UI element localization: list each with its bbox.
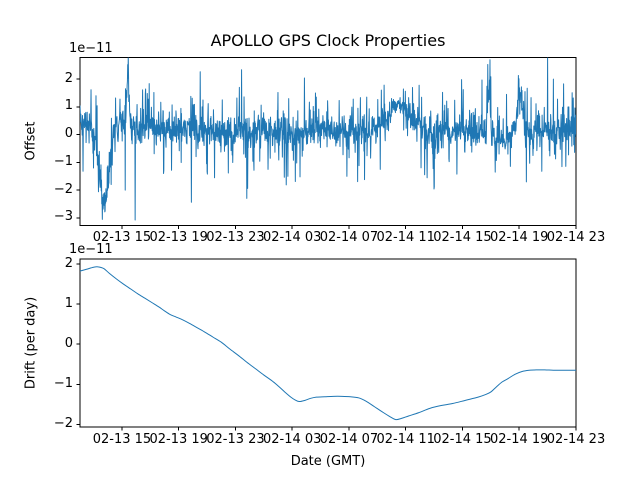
x-tick-label: 02-14 23 <box>546 230 606 246</box>
x-tick-label: 02-14 15 <box>433 230 492 246</box>
y-tick-label: 2 <box>64 70 73 86</box>
y-tick-label: 1 <box>64 98 73 114</box>
offset-series-line <box>80 57 576 221</box>
x-tick-label: 02-14 19 <box>490 230 549 246</box>
y-tick-label: −1 <box>53 375 73 391</box>
y-tick-label: 0 <box>64 335 73 351</box>
x-tick-label: 02-14 07 <box>319 230 379 246</box>
y-tick-label: 2 <box>64 255 73 271</box>
chart-title: APOLLO GPS Clock Properties <box>210 31 446 50</box>
axes-frame <box>79 258 577 428</box>
y-tick-label: −3 <box>53 209 73 225</box>
x-tick-label: 02-14 19 <box>490 431 549 447</box>
x-tick-label: 02-14 03 <box>263 230 322 246</box>
x-tick-label: 02-13 19 <box>149 431 208 447</box>
x-tick-label: 02-14 15 <box>433 431 492 447</box>
x-tick-label: 02-13 23 <box>206 431 265 447</box>
y-tick-label: −2 <box>53 415 73 431</box>
x-tick-label: 02-14 11 <box>376 230 435 246</box>
x-tick-label: 02-13 15 <box>92 431 152 447</box>
x-axis-label: Date (GMT) <box>290 454 366 469</box>
y-offset-exponent-top: 1e−11 <box>69 41 113 56</box>
axes-frame <box>79 57 577 227</box>
y-tick-label: −1 <box>53 153 73 169</box>
x-tick-label: 02-13 19 <box>149 230 208 246</box>
x-tick-label: 02-14 03 <box>263 431 322 447</box>
x-tick-label: 02-14 23 <box>546 431 606 447</box>
x-tick-label: 02-14 07 <box>319 431 379 447</box>
x-tick-label: 02-14 11 <box>376 431 435 447</box>
y-tick-label: −2 <box>53 181 73 197</box>
y-tick-label: 1 <box>64 295 73 311</box>
y-offset-exponent-bottom: 1e−11 <box>69 242 113 257</box>
drift-series-line <box>80 266 576 421</box>
x-tick-label: 02-13 15 <box>92 230 152 246</box>
x-tick-label: 02-13 23 <box>206 230 265 246</box>
y-tick-label: 0 <box>64 126 73 142</box>
